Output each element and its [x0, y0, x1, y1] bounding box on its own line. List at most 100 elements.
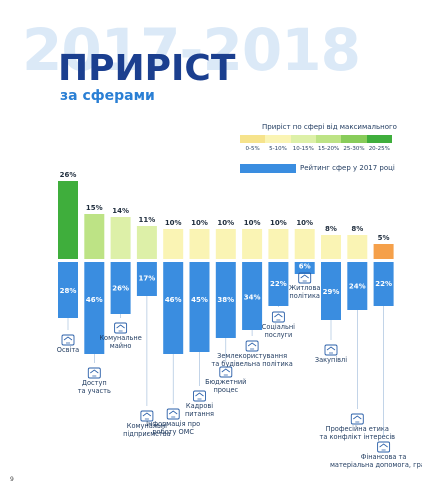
growth-bar-7: [242, 229, 263, 259]
growth-label-11: 8%: [351, 225, 363, 233]
rating-bar-0: [58, 262, 78, 318]
factory-icon: [140, 410, 154, 422]
legend-swatch-4: [341, 135, 367, 143]
legend-swatch-label-1: 5-10%: [269, 146, 287, 152]
legend-swatch-3: [315, 135, 342, 143]
rating-label-7: 34%: [244, 293, 261, 301]
rating-bar-2: [110, 262, 131, 314]
rating-label-0: 28%: [60, 287, 77, 295]
people-group-icon: [193, 390, 206, 402]
growth-bar-1: [84, 214, 105, 259]
growth-bar-3: [136, 226, 157, 259]
background-years: 2017-2018: [22, 16, 361, 84]
growth-label-9: 10%: [296, 219, 313, 227]
growth-label-6: 10%: [217, 219, 234, 227]
rating-bar-12: [373, 262, 394, 306]
growth-bar-0: [58, 181, 78, 259]
rating-bar-11: [347, 262, 368, 310]
rating-label-1: 46%: [86, 296, 103, 304]
social-hands-icon: [271, 311, 285, 323]
legend-rating-swatch: [240, 164, 296, 173]
rating-label-11: 24%: [349, 282, 366, 290]
rating-bar-5: [189, 262, 210, 352]
city-buildings-icon: [114, 322, 128, 334]
page-subtitle: за сферами: [60, 88, 155, 104]
legend-growth-scale: [240, 135, 392, 143]
hand-pointer-icon: [87, 367, 101, 379]
page-number: 9: [10, 476, 14, 483]
legend-growth-labels: 0-5% 5-10% 10-15% 15-20% 25-30% 20-25%: [240, 146, 392, 152]
legend-swatch-0: [240, 135, 266, 143]
balance-scale-icon: [350, 413, 364, 425]
growth-label-8: 10%: [270, 219, 287, 227]
legend-growth-title: Приріст по сфері від максимального: [262, 123, 397, 131]
legend-swatch-label-0: 0-5%: [245, 146, 260, 152]
graduation-cap-icon: [61, 334, 75, 346]
category-label-2-0: Комунальне: [99, 334, 141, 342]
category-label-1-0: Доступ: [82, 379, 107, 387]
growth-label-12: 5%: [378, 234, 390, 242]
legend-swatch-label-5: 20-25%: [368, 146, 390, 152]
category-label-7-1: та будівельна політика: [211, 360, 292, 368]
category-label-5-1: питання: [185, 410, 214, 418]
rating-label-5: 45%: [191, 296, 208, 304]
category-label-12-1: матеріальна допомога, гранти: [330, 461, 422, 469]
category-label-12-0: Фінансова та: [361, 453, 407, 461]
page-title: ПРИРІСТ: [58, 48, 236, 89]
growth-label-0: 26%: [60, 171, 77, 179]
growth-bar-6: [215, 229, 236, 259]
growth-label-4: 10%: [165, 219, 182, 227]
category-label-6-0: Бюджетний: [205, 378, 246, 386]
rating-label-8: 22%: [270, 280, 287, 288]
budget-calculator-icon: [219, 366, 233, 378]
house-crane-icon: [245, 340, 259, 352]
shopping-cart-icon: [324, 344, 338, 356]
category-label-8-0: Соціальні: [262, 323, 295, 331]
growth-bar-9: [294, 229, 315, 259]
rating-bar-1: [84, 262, 105, 354]
category-label-10-0: Закупівлі: [315, 356, 347, 364]
growth-bar-8: [268, 229, 289, 259]
legend-swatch-label-4: 25-30%: [343, 146, 365, 152]
rating-bar-4: [163, 262, 184, 354]
growth-bar-5: [189, 229, 210, 259]
category-label-11-0: Професійна етика: [326, 425, 389, 433]
rating-label-9: 6%: [299, 263, 311, 271]
rating-bar-10: [321, 262, 341, 320]
house-icon: [298, 272, 312, 284]
legend-swatch-2: [290, 135, 316, 143]
growth-label-1: 15%: [86, 204, 103, 212]
rating-label-10: 29%: [323, 288, 340, 296]
growth-label-2: 14%: [112, 207, 129, 215]
growth-bar-4: [163, 229, 184, 259]
legend-swatch-label-3: 15-20%: [318, 146, 340, 152]
legend-swatch-5: [366, 135, 392, 143]
category-label-3-1: підприємства: [123, 430, 170, 438]
category-label-3-0: Комунальні: [127, 422, 167, 430]
growth-bar-10: [321, 235, 341, 259]
rating-bar-7: [242, 262, 263, 330]
growth-bar-12: [373, 244, 394, 259]
money-bag-icon: [377, 441, 391, 453]
growth-label-7: 10%: [244, 219, 261, 227]
rating-label-3: 17%: [139, 275, 156, 283]
category-label-2-1: майно: [110, 342, 132, 350]
rating-bar-6: [215, 262, 236, 338]
rating-bar-3: [136, 262, 157, 296]
legend-rating-label: Рейтинг сфер у 2017 році: [300, 164, 395, 172]
category-label-6-1: процес: [213, 386, 238, 394]
growth-bar-11: [347, 235, 368, 259]
info-screen-icon: [166, 408, 180, 420]
category-label-8-1: послуги: [264, 331, 292, 339]
rating-label-2: 26%: [112, 285, 129, 293]
rating-label-6: 38%: [217, 296, 234, 304]
growth-label-5: 10%: [191, 219, 208, 227]
category-label-9-0: Житлова: [289, 284, 320, 292]
category-label-4-0: Інформація про: [146, 420, 200, 428]
growth-bar-2: [110, 217, 131, 259]
category-label-5-0: Кадрові: [186, 402, 213, 410]
growth-label-10: 8%: [325, 225, 337, 233]
category-label-9-1: політика: [289, 292, 320, 300]
legend-swatch-1: [265, 135, 291, 143]
